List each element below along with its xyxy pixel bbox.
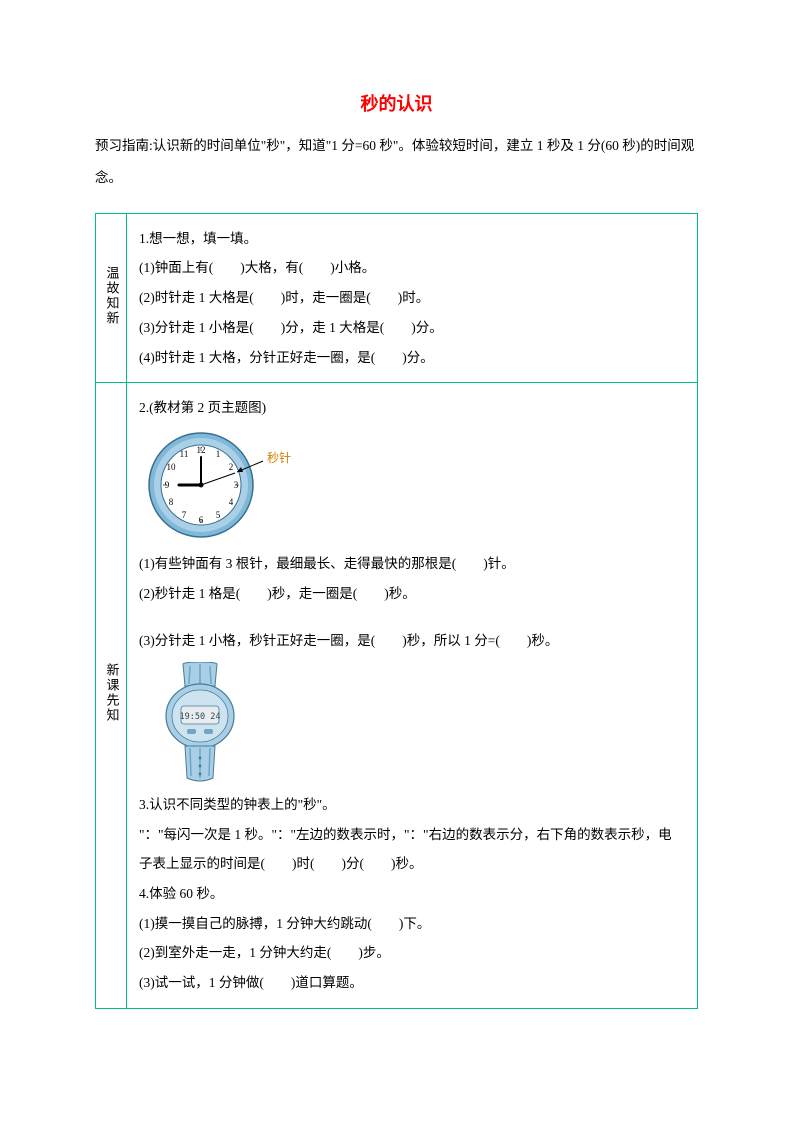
- watch-illustration: 19:50 24: [155, 662, 685, 782]
- page: 秒的认识 预习指南:认识新的时间单位"秒"，知道"1 分=60 秒"。体验较短时…: [0, 0, 793, 1069]
- table-row: 温故知新 1.想一想，填一填。 (1)钟面上有( )大格，有( )小格。 (2)…: [96, 213, 698, 382]
- q4-1: (1)摸一摸自己的脉搏，1 分钟大约跳动( )下。: [139, 909, 685, 939]
- clock-illustration: 12 1 2 3 4 5 6 7 8 9 10: [145, 429, 685, 541]
- clock-label-text: 秒针: [267, 450, 291, 465]
- q2-head: 2.(教材第 2 页主题图): [139, 393, 685, 423]
- q1-head: 1.想一想，填一填。: [139, 224, 685, 254]
- q1-3: (3)分针走 1 小格是( )分，走 1 大格是( )分。: [139, 313, 685, 343]
- svg-text:7: 7: [182, 510, 187, 520]
- q2-3: (3)分针走 1 小格，秒针正好走一圈，是( )秒，所以 1 分=( )秒。: [139, 626, 685, 656]
- q1-4: (4)时针走 1 大格，分针正好走一圈，是( )分。: [139, 343, 685, 373]
- review-content: 1.想一想，填一填。 (1)钟面上有( )大格，有( )小格。 (2)时针走 1…: [127, 214, 697, 382]
- side-label-new: 新课先知: [96, 383, 127, 1009]
- side-label-text: 温故知新: [103, 266, 120, 326]
- side-label-text: 新课先知: [103, 663, 120, 723]
- intro-paragraph: 预习指南:认识新的时间单位"秒"，知道"1 分=60 秒"。体验较短时间，建立 …: [95, 130, 698, 195]
- svg-text:1: 1: [216, 449, 221, 459]
- table-row: 新课先知 2.(教材第 2 页主题图) 12: [96, 383, 698, 1009]
- cell-new: 2.(教材第 2 页主题图) 12 1 2: [127, 383, 698, 1009]
- q4-2: (2)到室外走一走，1 分钟大约走( )步。: [139, 938, 685, 968]
- svg-text:10: 10: [167, 462, 177, 472]
- q3-head: 3.认识不同类型的钟表上的"秒"。: [139, 790, 685, 820]
- cell-review: 1.想一想，填一填。 (1)钟面上有( )大格，有( )小格。 (2)时针走 1…: [127, 213, 698, 382]
- q2-1: (1)有些钟面有 3 根针，最细最长、走得最快的那根是( )针。: [139, 549, 685, 579]
- q4-head: 4.体验 60 秒。: [139, 879, 685, 909]
- svg-text:5: 5: [216, 510, 221, 520]
- svg-text:8: 8: [169, 497, 174, 507]
- side-label-review: 温故知新: [96, 213, 127, 382]
- spacer: [139, 608, 685, 626]
- watch-icon: 19:50 24: [155, 662, 245, 782]
- main-table: 温故知新 1.想一想，填一填。 (1)钟面上有( )大格，有( )小格。 (2)…: [95, 213, 698, 1009]
- q1-1: (1)钟面上有( )大格，有( )小格。: [139, 253, 685, 283]
- page-title: 秒的认识: [95, 90, 698, 116]
- svg-text:19:50 24: 19:50 24: [180, 712, 221, 722]
- q4-3: (3)试一试，1 分钟做( )道口算题。: [139, 968, 685, 998]
- clock-icon: 12 1 2 3 4 5 6 7 8 9 10: [145, 429, 315, 541]
- new-content: 2.(教材第 2 页主题图) 12 1 2: [127, 383, 697, 1008]
- svg-text:4: 4: [229, 497, 234, 507]
- q2-2: (2)秒针走 1 格是( )秒，走一圈是( )秒。: [139, 579, 685, 609]
- q1-2: (2)时针走 1 大格是( )时，走一圈是( )时。: [139, 283, 685, 313]
- svg-text:11: 11: [180, 449, 189, 459]
- svg-text:2: 2: [229, 462, 234, 472]
- q3-body: "："每闪一次是 1 秒。"："左边的数表示时，"："右边的数表示分，右下角的数…: [139, 820, 685, 879]
